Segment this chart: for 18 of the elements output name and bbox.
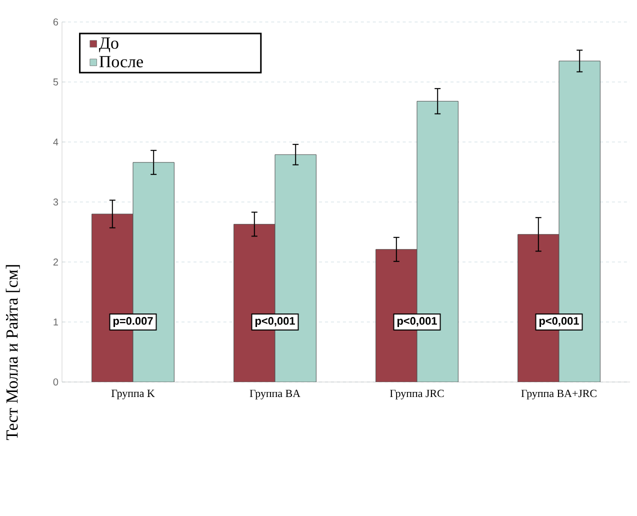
annotation: p<0,001 [539, 317, 579, 327]
y-tick-label: 2 [53, 258, 58, 266]
x-tick-label: Группа JRC [390, 390, 444, 400]
y-tick-label: 4 [53, 138, 58, 146]
y-tick-label: 6 [53, 18, 58, 26]
y-tick-label: 0 [53, 378, 58, 386]
x-tick-label: Группа BA+JRC [521, 390, 596, 400]
y-tick-label: 3 [53, 198, 58, 206]
x-tick-label: Группа BA [250, 390, 300, 400]
y-tick-label: 5 [53, 78, 58, 86]
legend-label: До [99, 38, 118, 52]
x-tick-label: Группа K [111, 390, 155, 400]
annotation: p<0,001 [255, 317, 295, 327]
annotation: p=0.007 [113, 317, 153, 327]
y-axis-title: Тест Молла и Райта [см] [6, 265, 20, 440]
y-tick-label: 1 [54, 318, 58, 326]
legend-label: После [99, 56, 143, 68]
annotation: p<0,001 [397, 317, 437, 327]
